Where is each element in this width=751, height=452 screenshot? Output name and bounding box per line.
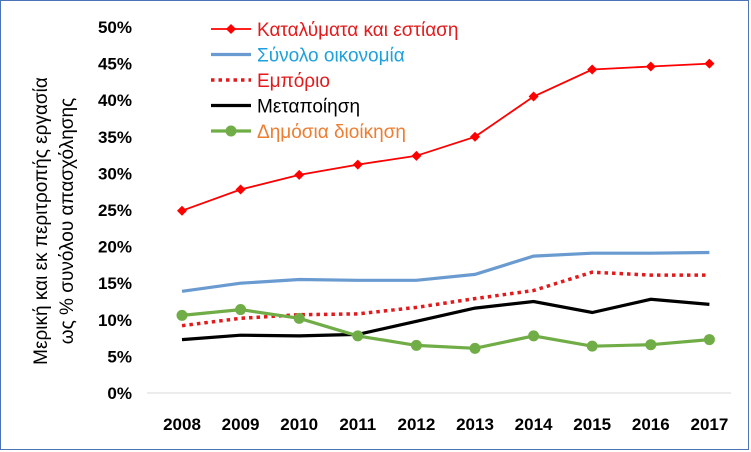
series-2	[181, 250, 710, 293]
data-point	[704, 58, 715, 69]
x-tick-label: 2008	[163, 415, 201, 434]
data-point	[176, 309, 188, 321]
x-tick-label: 2010	[280, 415, 318, 434]
series-1	[177, 58, 715, 216]
series-line	[181, 307, 710, 350]
legend-item: Εμπόριο	[211, 71, 330, 92]
legend-item: Σύνολο οικονομία	[211, 46, 405, 67]
y-axis-title-line1: Μερική και εκ περιτροπής εργασία	[31, 77, 52, 365]
series-line	[181, 270, 710, 328]
data-point	[352, 330, 364, 342]
data-point	[645, 339, 657, 351]
legend-label: Καταλύματα και εστίαση	[257, 20, 458, 41]
x-tick-label: 2013	[456, 415, 494, 434]
data-point	[352, 159, 363, 170]
series-layer	[176, 58, 715, 354]
data-point	[469, 342, 481, 354]
legend-item: Καταλύματα και εστίαση	[211, 20, 458, 41]
series-line	[181, 62, 710, 212]
data-point	[411, 150, 422, 161]
y-tick-label: 10%	[98, 311, 132, 330]
y-axis-title: Μερική και εκ περιτροπής εργασία ως % συ…	[31, 77, 78, 365]
y-tick-label: 40%	[98, 91, 132, 110]
y-tick-labels: 0% 5% 10% 15% 20% 25% 30% 35% 40% 45% 50%	[98, 18, 132, 403]
series-line	[181, 297, 710, 342]
y-tick-label: 45%	[98, 55, 132, 74]
legend-label: Σύνολο οικονομία	[257, 46, 405, 67]
x-tick-label: 2015	[573, 415, 611, 434]
x-tick-label: 2017	[690, 415, 728, 434]
data-point	[586, 340, 598, 352]
series-5	[176, 304, 715, 354]
legend-marker	[225, 125, 237, 137]
x-tick-labels: 2008 2009 2010 2011 2012 2013 2014 2015 2016 2017	[163, 415, 728, 434]
y-tick-label: 50%	[98, 18, 132, 37]
y-tick-label: 15%	[98, 274, 132, 293]
data-point	[587, 64, 598, 75]
series-3	[181, 270, 710, 328]
legend-item: Δημόσια διοίκηση	[211, 122, 406, 143]
y-tick-label: 25%	[98, 201, 132, 220]
data-point	[294, 169, 305, 180]
legend-marker	[226, 24, 236, 34]
x-tick-label: 2009	[222, 415, 260, 434]
x-tick-label: 2011	[339, 415, 376, 434]
legend-item: Μεταποίηση	[211, 97, 360, 118]
series-4	[181, 297, 710, 342]
x-tick-label: 2016	[632, 415, 670, 434]
data-point	[528, 91, 539, 102]
data-point	[528, 330, 540, 342]
y-tick-label: 5%	[107, 347, 132, 366]
data-point	[235, 304, 247, 316]
data-point	[645, 61, 656, 72]
data-point	[293, 312, 305, 324]
x-tick-label: 2012	[397, 415, 435, 434]
y-tick-label: 20%	[98, 238, 132, 257]
x-tick-label: 2014	[515, 415, 553, 434]
y-axis-title-line2: ως % συνόλου απασχόλησης	[57, 98, 78, 344]
legend-label: Εμπόριο	[257, 71, 330, 92]
y-tick-label: 30%	[98, 164, 132, 183]
series-line	[181, 250, 710, 293]
data-point	[177, 205, 187, 216]
legend: Καταλύματα και εστίαση Σύνολο οικονομία Εμ…	[211, 20, 458, 143]
legend-label: Δημόσια διοίκηση	[257, 122, 406, 143]
legend-label: Μεταποίηση	[257, 97, 360, 118]
data-point	[470, 131, 480, 142]
data-point	[703, 334, 715, 346]
y-tick-label: 0%	[107, 384, 132, 403]
data-point	[410, 339, 422, 351]
data-point	[235, 184, 246, 195]
y-tick-label: 35%	[98, 128, 132, 147]
